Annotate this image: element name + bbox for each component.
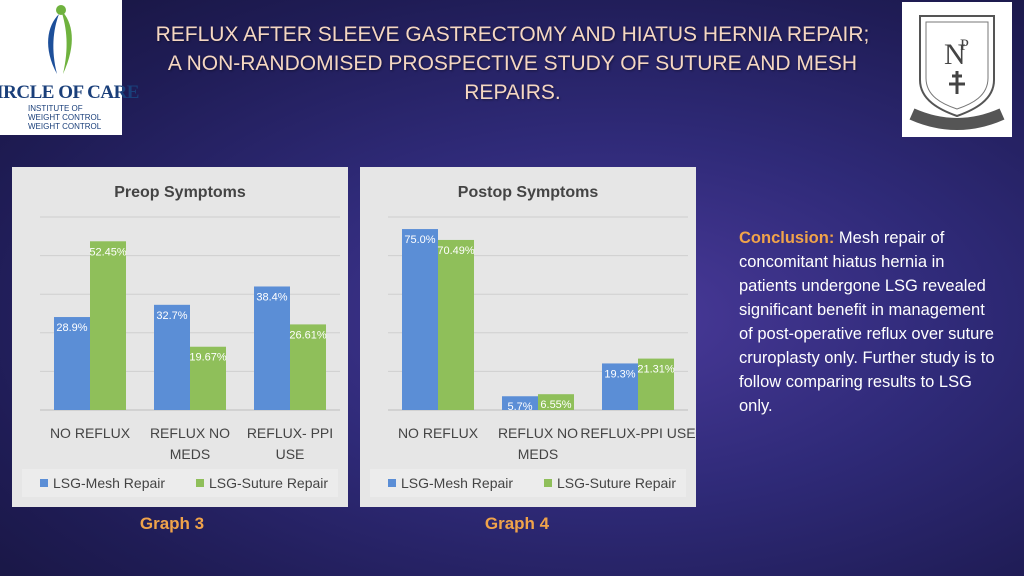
logo-sub-1: INSTITUTE OF — [28, 104, 83, 113]
postop-chart: Postop Symptoms 75.0%70.49% NO REFLUX 5.7% 6… — [370, 184, 696, 497]
preop-chart: Preop Symptoms 28.9% 52.45% NO REFLUX 32.7% 1… — [22, 184, 340, 497]
legend-box — [22, 469, 338, 497]
bar-suture — [290, 324, 326, 410]
data-label: 26.61% — [289, 329, 327, 341]
data-label: 19.67% — [189, 352, 227, 364]
category-label: REFLUX-PPI USE — [580, 425, 695, 441]
data-label: 19.3% — [604, 368, 635, 380]
title-line-1: REFLUX AFTER SLEEVE GASTRECTOMY AND HIAT… — [155, 23, 870, 46]
data-label: 75.0% — [404, 234, 435, 246]
chart-panel-postop: Postop Symptoms 75.0% 70.49% NO REFLUX 5.7% 6… — [360, 167, 696, 507]
legend-swatch — [40, 479, 48, 487]
data-label: 32.7% — [156, 310, 187, 322]
logo-name: CIRCLE OF CARE — [0, 82, 139, 103]
legend-label: LSG-Suture Repair — [557, 475, 676, 491]
bar-suture — [538, 394, 574, 410]
category-label: USE — [276, 446, 305, 462]
legend-swatch — [388, 479, 396, 487]
bar-suture — [438, 239, 474, 410]
data-label: 6.55% — [540, 399, 571, 411]
legend-label: LSG-Mesh Repair — [53, 475, 165, 491]
seal-emblem-icon: N P — [909, 15, 1005, 130]
nepean-hospital-seal: N P — [902, 2, 1012, 137]
category-label: MEDS — [170, 446, 210, 462]
logo-sub-3: WEIGHT CONTROL — [28, 122, 102, 131]
legend-label: LSG-Suture Repair — [209, 475, 328, 491]
bar-mesh — [602, 363, 638, 410]
title-line-2: A NON-RANDOMISED PROSPECTIVE STUDY OF SU… — [167, 52, 858, 104]
category-label: NO REFLUX — [398, 425, 479, 441]
bar-mesh — [254, 286, 290, 410]
chart-panel-preop: Preop Symptoms 28.9% 52.45% NO REFLUX 32.7% 1… — [12, 167, 348, 507]
svg-text:P: P — [960, 37, 969, 54]
legend-swatch — [196, 479, 204, 487]
category-label: REFLUX- PPI — [247, 425, 333, 441]
svg-text:N: N — [944, 38, 966, 71]
chart-title: Postop Symptoms — [458, 184, 599, 201]
category-label: REFLUX NO — [498, 425, 578, 441]
bar-mesh — [54, 317, 90, 410]
legend-label: LSG-Mesh Repair — [401, 475, 513, 491]
bar-mesh — [154, 304, 190, 410]
category-label: REFLUX NO — [150, 425, 230, 441]
data-label: 38.4% — [256, 291, 287, 303]
chart-title: Preop Symptoms — [114, 184, 246, 201]
conclusion-body: Mesh repair of concomitant hiatus hernia… — [739, 229, 995, 415]
conclusion-heading: Conclusion: — [739, 229, 835, 247]
category-label: NO REFLUX — [50, 425, 131, 441]
circle-of-care-logo: CIRCLE OF CARE INSTITUTE OF WEIGHT CONTR… — [0, 0, 139, 135]
slide-title: REFLUX AFTER SLEEVE GASTRECTOMY AND HIAT… — [125, 20, 900, 107]
bar-mesh — [502, 396, 538, 410]
leaf-figure-icon — [48, 5, 72, 74]
data-label: 28.9% — [56, 322, 87, 334]
logo-sub-2: WEIGHT CONTROL — [28, 113, 102, 122]
data-label: 70.49% — [437, 245, 475, 257]
data-label: 5.7% — [507, 401, 532, 413]
graph-3-label: Graph 3 — [139, 514, 205, 533]
conclusion-text: Conclusion: Mesh repair of concomitant h… — [739, 226, 1001, 418]
legend-box — [370, 469, 686, 497]
bar-mesh — [402, 229, 438, 410]
data-label: 52.45% — [89, 246, 127, 258]
bar-suture — [90, 241, 126, 410]
bar-suture — [190, 346, 226, 410]
bar-suture — [638, 358, 674, 410]
legend-swatch — [544, 479, 552, 487]
category-label: MEDS — [518, 446, 558, 462]
data-label: 21.31% — [637, 364, 675, 376]
graph-4-label: Graph 4 — [484, 514, 550, 533]
